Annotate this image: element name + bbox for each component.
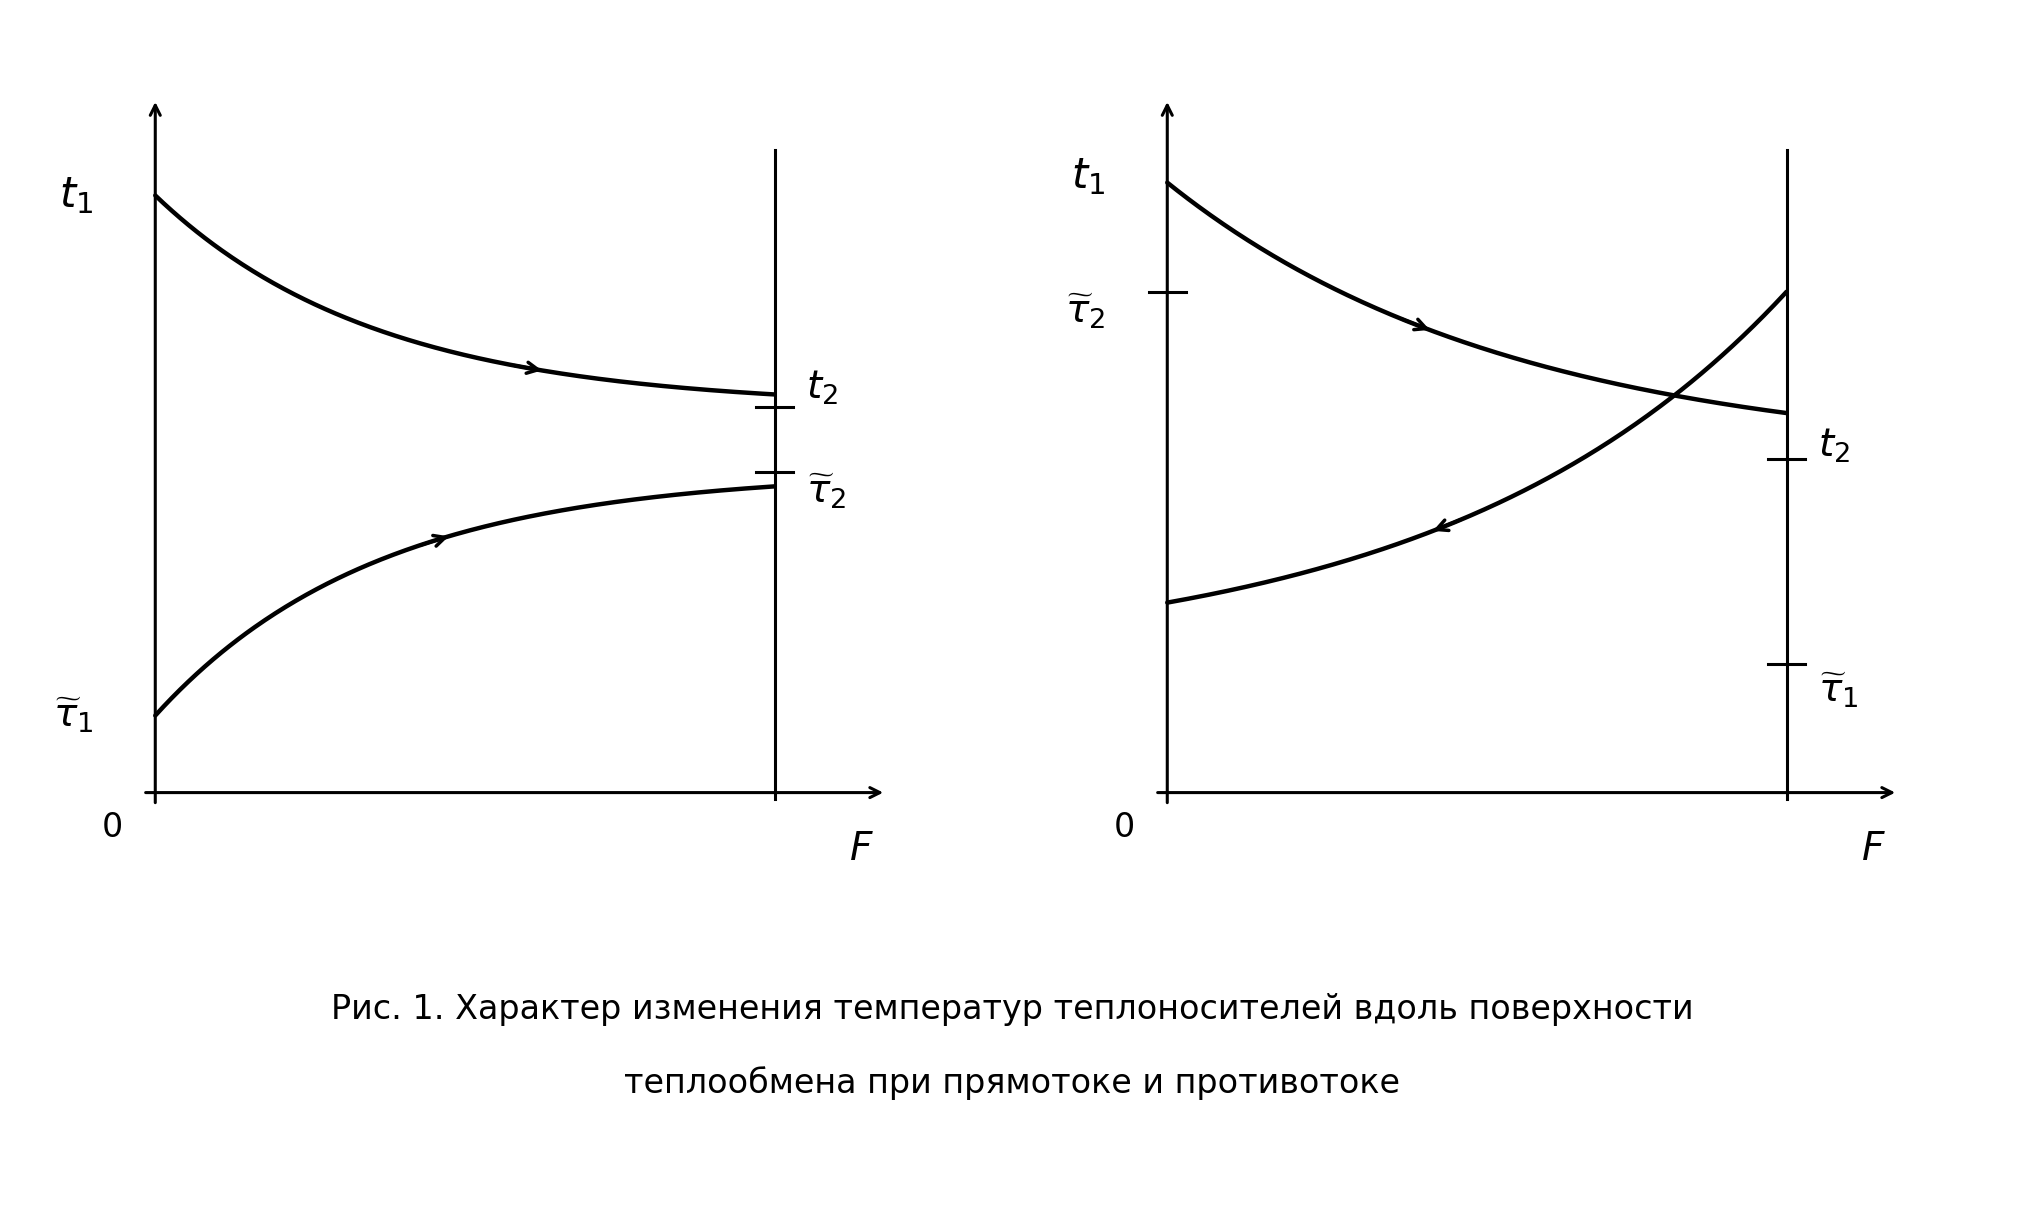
Text: $t_2$: $t_2$ bbox=[805, 368, 838, 408]
Text: $t_1$: $t_1$ bbox=[59, 175, 93, 217]
Text: $t_1$: $t_1$ bbox=[1070, 155, 1105, 197]
Text: $F$: $F$ bbox=[1859, 831, 1885, 868]
Text: $\widetilde{\tau}_2$: $\widetilde{\tau}_2$ bbox=[805, 471, 846, 510]
Text: теплообмена при прямотоке и противотоке: теплообмена при прямотоке и противотоке bbox=[623, 1066, 1400, 1100]
Text: $F$: $F$ bbox=[848, 831, 874, 868]
Text: $t_2$: $t_2$ bbox=[1817, 427, 1849, 465]
Text: $\widetilde{\tau}_2$: $\widetilde{\tau}_2$ bbox=[1064, 291, 1105, 330]
Text: Рис. 1. Характер изменения температур теплоносителей вдоль поверхности: Рис. 1. Характер изменения температур те… bbox=[330, 994, 1693, 1026]
Text: $\widetilde{\tau}_1$: $\widetilde{\tau}_1$ bbox=[1817, 670, 1857, 710]
Text: $0$: $0$ bbox=[1113, 812, 1133, 843]
Text: $0$: $0$ bbox=[101, 812, 121, 843]
Text: $\widetilde{\tau}_1$: $\widetilde{\tau}_1$ bbox=[53, 695, 93, 736]
